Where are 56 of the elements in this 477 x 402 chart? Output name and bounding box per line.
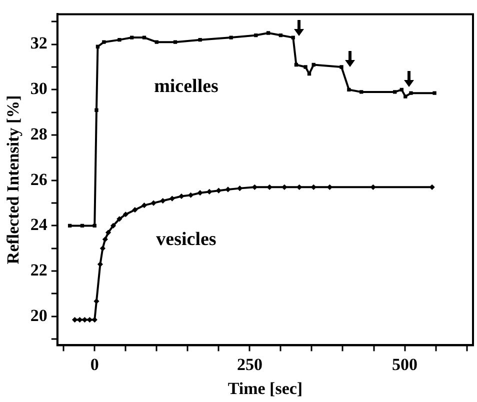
point <box>116 216 122 222</box>
point <box>105 230 112 236</box>
point <box>347 88 351 92</box>
y-tick-label: 20 <box>30 306 48 325</box>
point <box>92 224 96 228</box>
point <box>312 62 316 67</box>
point <box>225 186 231 192</box>
point <box>294 62 298 67</box>
point <box>409 91 413 95</box>
point <box>229 36 233 40</box>
point <box>118 38 122 42</box>
point <box>68 224 72 228</box>
point <box>198 38 202 42</box>
point <box>80 224 84 228</box>
y-tick-label: 30 <box>30 79 48 98</box>
point <box>130 36 134 40</box>
series-label: vesicles <box>156 229 216 250</box>
point <box>96 44 100 48</box>
y-axis-title: Reflected Intensity [%] <box>4 95 23 264</box>
point <box>432 91 436 95</box>
x-tick-label: 0 <box>90 354 99 374</box>
point <box>100 246 106 252</box>
point <box>400 88 404 92</box>
point <box>393 90 397 94</box>
point <box>197 190 203 196</box>
point <box>340 65 344 69</box>
x-tick-label: 500 <box>392 354 418 374</box>
point <box>150 200 156 206</box>
point <box>278 33 283 38</box>
y-tick-label: 32 <box>30 34 48 53</box>
point <box>404 94 408 98</box>
point <box>102 236 108 242</box>
point <box>291 36 295 40</box>
point <box>173 40 178 44</box>
point <box>154 40 158 44</box>
point <box>169 196 175 202</box>
x-axis-title: Time [sec] <box>228 379 303 398</box>
y-tick-label: 24 <box>30 215 48 234</box>
point <box>266 31 270 35</box>
point <box>122 212 128 218</box>
point <box>254 33 258 38</box>
point <box>102 40 106 44</box>
point <box>141 202 148 208</box>
point <box>307 72 312 76</box>
point <box>110 222 116 229</box>
point <box>304 65 308 69</box>
y-tick-label: 22 <box>30 260 48 280</box>
y-tick-label: 26 <box>30 170 48 189</box>
point <box>160 198 166 204</box>
point <box>142 36 146 40</box>
x-tick-label: 250 <box>236 354 262 374</box>
y-tick-label: 28 <box>30 124 48 144</box>
series-label: micelles <box>154 76 218 97</box>
point <box>132 207 138 213</box>
point <box>360 90 364 94</box>
point <box>94 108 98 112</box>
